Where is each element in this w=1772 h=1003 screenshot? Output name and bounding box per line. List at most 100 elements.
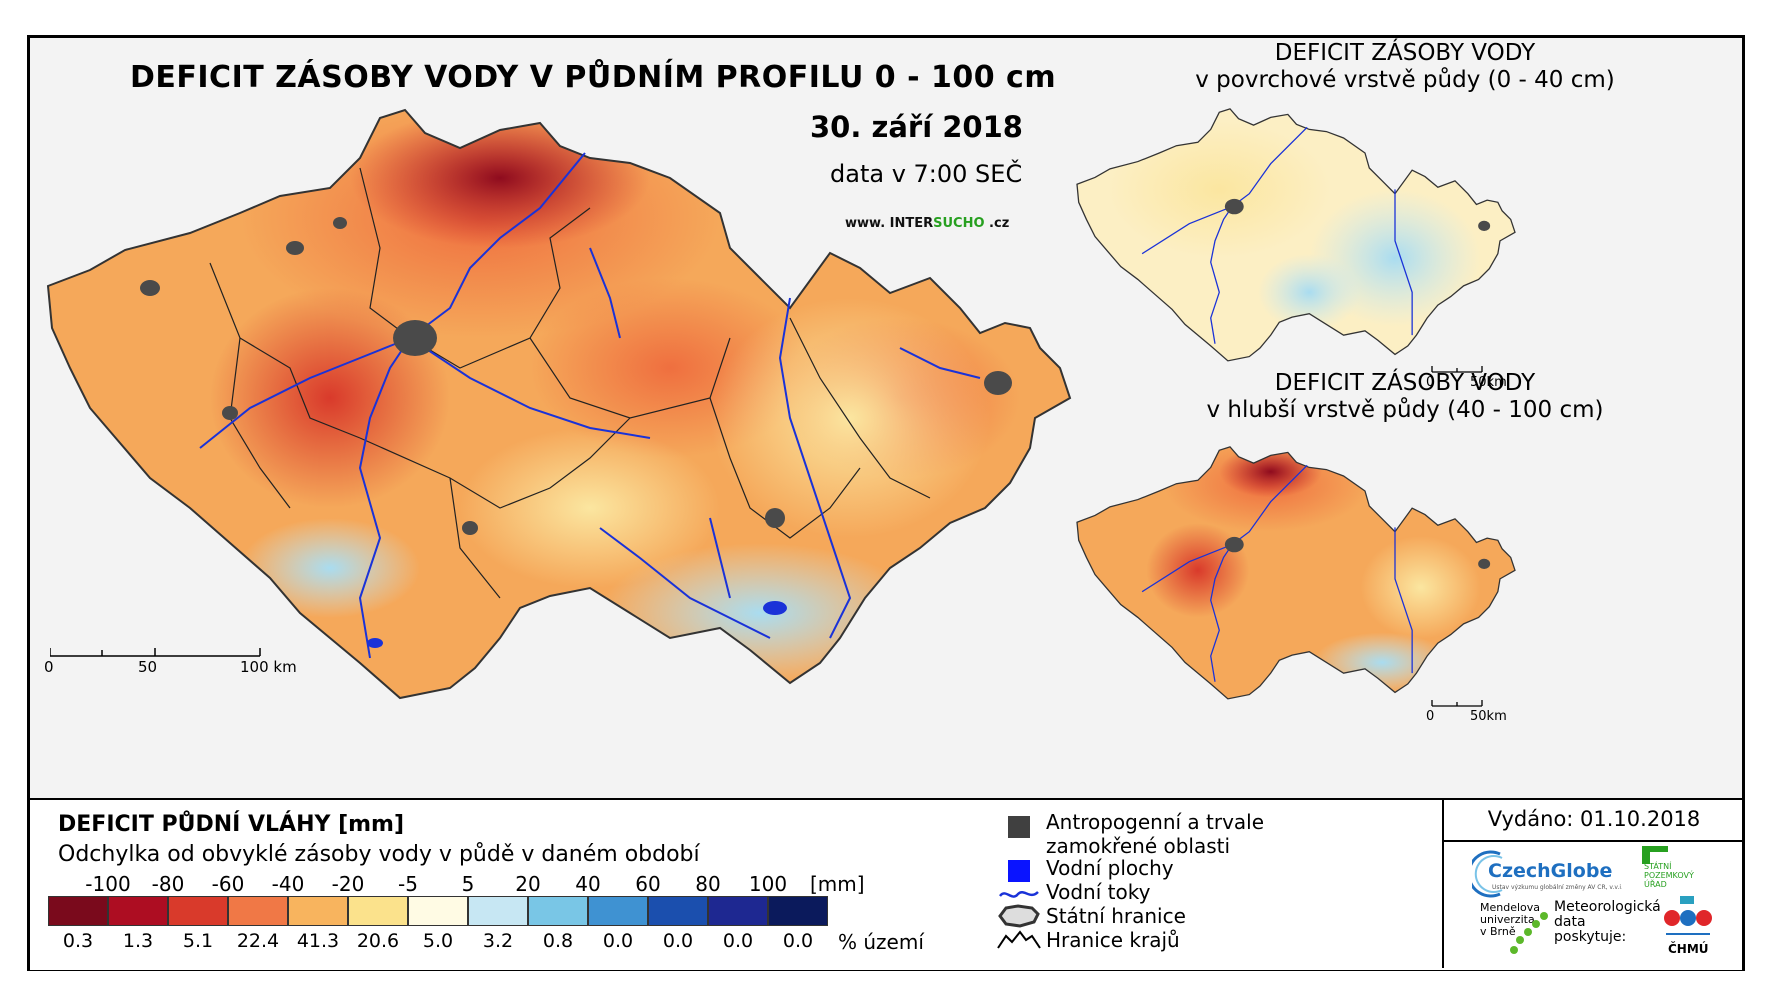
legend-swatch-8 [528, 896, 588, 926]
legend-class-3: -40 [271, 872, 305, 896]
legend-swatch-9 [588, 896, 648, 926]
legend-swatch-6 [408, 896, 468, 926]
main-title: DEFICIT ZÁSOBY VODY V PŮDNÍM PROFILU 0 -… [130, 60, 1057, 95]
legend-subtitle: Odchylka od obvyklé zásoby vody v půdě v… [58, 842, 700, 867]
czechglobe-small: Ústav výzkumu globální změny AV ČR, v.v.… [1492, 884, 1622, 891]
legend-panel: DEFICIT PŮDNÍ VLÁHY [mm] Odchylka od obv… [30, 798, 1744, 970]
legend-pct-3: 22.4 [236, 930, 280, 952]
spu-text: STÁTNÍ POZEMKOVÝ ÚŘAD [1644, 862, 1694, 889]
legend-class-1: -80 [151, 872, 185, 896]
chmu-logo-icon [1664, 896, 1712, 935]
legend-pct-11: 0.0 [722, 930, 754, 952]
bottom-map-title: DEFICIT ZÁSOBY VODY v hlubší vrstvě půdy… [1145, 370, 1665, 424]
legend-pct-unit: % území [838, 930, 924, 954]
czechglobe-name: CzechGlobe [1488, 860, 1613, 882]
mendel-line3: v Brně [1480, 925, 1516, 938]
map-area: 0 50 100 km DEFICIT ZÁSOBY VODY V PŮDNÍM… [30, 38, 1742, 798]
state-border-icon [998, 904, 1040, 928]
legend-swatch-3 [228, 896, 288, 926]
legend-swatch-5 [348, 896, 408, 926]
website-suffix: .cz [984, 216, 1010, 231]
legend-swatch-2 [168, 896, 228, 926]
legend-pct-10: 0.0 [662, 930, 694, 952]
key-region-border: Hranice krajů [1046, 928, 1180, 952]
key-urban-line1: Antropogenní a trvale [1046, 810, 1265, 834]
legend-pct-7: 3.2 [482, 930, 514, 952]
top-scale-label-50: 50km [1470, 375, 1507, 390]
legend-class-10: 80 [695, 872, 721, 896]
czechglobe-logo-icon [1472, 850, 1503, 898]
bottom-map-svg [1076, 446, 1516, 700]
top-map-title: DEFICIT ZÁSOBY VODY v povrchové vrstvě p… [1145, 40, 1665, 94]
legend-pct-0: 0.3 [62, 930, 94, 952]
legend-swatch-12 [768, 896, 828, 926]
legend-title: DEFICIT PŮDNÍ VLÁHY [mm] [58, 812, 405, 837]
legend-pct-5: 20.6 [356, 930, 400, 952]
region-border-icon [997, 930, 1041, 949]
legend-class-11: 100 [748, 872, 788, 896]
key-urban: Antropogenní a trvale zamokřené oblasti [1046, 810, 1264, 858]
website-prefix: www. INTER [845, 216, 934, 231]
top-map-title-line1: DEFICIT ZÁSOBY VODY [1274, 40, 1536, 66]
dark-square-icon [1008, 816, 1030, 838]
main-map-svg [46, 108, 1072, 700]
bottom-map-title-line1: DEFICIT ZÁSOBY VODY [1274, 370, 1536, 396]
mendel-line1: Mendelova [1480, 901, 1541, 914]
bottom-scale-bar [1431, 700, 1483, 707]
main-date: 30. září 2018 [810, 110, 1023, 144]
map-sheet: 0 50 100 km DEFICIT ZÁSOBY VODY V PŮDNÍM… [27, 35, 1745, 971]
legend-swatch-0 [48, 896, 108, 926]
legend-pct-1: 1.3 [122, 930, 154, 952]
key-urban-line2: zamokřené oblasti [1046, 834, 1231, 858]
legend-class-4: -20 [331, 872, 365, 896]
top-map-title-line2: v povrchové vrstvě půdy (0 - 40 cm) [1195, 67, 1615, 93]
data-time-note: data v 7:00 SEČ [830, 160, 1023, 188]
website-link[interactable]: www. INTERSUCHO .cz [845, 216, 1009, 231]
spu-logo-icon [1642, 846, 1668, 864]
bottom-scale-label-50: 50km [1470, 709, 1507, 724]
main-scale-label-50: 50 [138, 658, 158, 676]
legend-pct-8: 0.8 [542, 930, 574, 952]
key-state-border: Státní hranice [1046, 904, 1186, 928]
main-scale-label-100: 100 km [240, 658, 297, 676]
legend-swatch-10 [648, 896, 708, 926]
credits-box: Vydáno: 01.10.2018 CzechGlobe Ústav výzk… [1442, 800, 1744, 968]
legend-class-6: 5 [461, 872, 475, 896]
met-text: Meteorologická data poskytuje: [1554, 900, 1661, 945]
legend-pct-12: 0.0 [782, 930, 814, 952]
river-line-icon [999, 891, 1039, 898]
mendel-text: Mendelova univerzita v Brně [1480, 902, 1540, 938]
legend-class-8: 40 [575, 872, 601, 896]
top-map-svg [1076, 108, 1516, 362]
legend-swatch-1 [108, 896, 168, 926]
website-highlight: SUCHO [933, 216, 985, 231]
blue-square-icon [1008, 860, 1030, 882]
met-line1: Meteorologická [1554, 899, 1661, 915]
legend-swatch-4 [288, 896, 348, 926]
spu-line3: ÚŘAD [1644, 880, 1667, 889]
main-urban-areas [140, 217, 1012, 535]
top-scale-bar [1431, 366, 1483, 373]
bottom-map-title-line2: v hlubší vrstvě půdy (40 - 100 cm) [1206, 397, 1604, 423]
spu-line1: STÁTNÍ [1644, 862, 1672, 871]
main-water-bodies [367, 601, 787, 648]
legend-class-7: 20 [515, 872, 541, 896]
main-rivers [199, 152, 981, 659]
legend-swatch-11 [708, 896, 768, 926]
key-water-bodies: Vodní plochy [1046, 856, 1174, 880]
main-scale-label-0: 0 [44, 658, 54, 676]
met-line2: data [1554, 914, 1586, 930]
main-state-border [46, 108, 1072, 700]
met-line3: poskytuje: [1554, 929, 1627, 945]
key-rivers: Vodní toky [1046, 880, 1151, 904]
mendel-line2: univerzita [1480, 913, 1535, 926]
legend-pct-9: 0.0 [602, 930, 634, 952]
main-scale-bar [50, 648, 261, 657]
legend-swatch-7 [468, 896, 528, 926]
top-scale-label-0: 0 [1426, 375, 1435, 390]
legend-pct-6: 5.0 [422, 930, 454, 952]
chmu-name: ČHMÚ [1668, 942, 1709, 956]
mendel-logo-icon [1510, 912, 1548, 954]
legend-unit: [mm] [810, 872, 865, 896]
legend-pct-4: 41.3 [296, 930, 340, 952]
